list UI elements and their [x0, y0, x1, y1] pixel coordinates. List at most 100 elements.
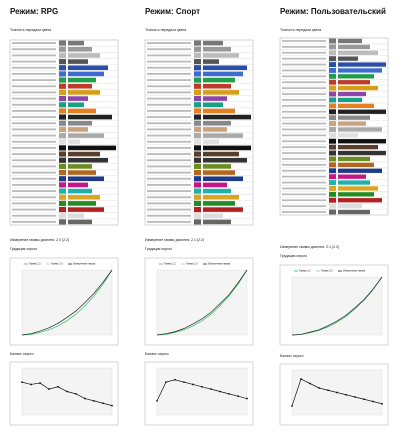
bar — [68, 164, 92, 169]
row-text — [12, 208, 56, 211]
bar — [68, 207, 104, 212]
balance-point — [66, 390, 68, 393]
swatch — [59, 65, 66, 71]
swatch — [59, 139, 66, 145]
swatch — [194, 96, 201, 102]
panel-title: Режим: Пользовательский — [280, 7, 386, 16]
balance-point — [318, 387, 320, 389]
balance-point — [300, 378, 302, 380]
swatch — [194, 52, 201, 58]
row-text — [282, 211, 326, 213]
row-text — [282, 40, 326, 42]
bar — [203, 213, 223, 219]
row-text — [12, 140, 56, 143]
bar — [203, 65, 247, 71]
bar — [203, 40, 223, 46]
balance-point — [30, 383, 32, 386]
balance-point — [363, 398, 365, 401]
bar — [338, 180, 370, 185]
swatch — [194, 182, 201, 188]
bar — [68, 77, 96, 83]
gamma-subtitle: Градация серого — [10, 247, 37, 251]
row-text — [147, 171, 191, 174]
row-text — [147, 190, 191, 193]
bar — [203, 102, 223, 108]
bar — [203, 176, 243, 182]
swatch — [59, 102, 66, 108]
swatch — [194, 219, 201, 225]
bar — [203, 188, 231, 194]
gamma-line — [21, 269, 113, 336]
row-text — [282, 152, 326, 154]
table-title: Точность передачи цвета — [280, 28, 321, 32]
bar — [68, 219, 92, 225]
swatch — [194, 133, 201, 139]
gamma-title: Измерение гаммы дисплея: 2.1 (2.2) — [280, 245, 339, 249]
row-text — [147, 54, 191, 57]
bar — [68, 170, 96, 175]
row-text — [147, 116, 191, 119]
bar — [203, 108, 235, 114]
swatch — [194, 151, 201, 157]
swatch — [329, 103, 336, 109]
row-text — [147, 220, 191, 223]
swatch — [329, 38, 336, 44]
swatch — [329, 127, 336, 132]
swatch — [194, 213, 201, 219]
swatch — [59, 120, 66, 126]
swatch — [329, 62, 336, 67]
bar — [203, 133, 243, 138]
row-text — [12, 54, 56, 57]
swatch — [194, 40, 201, 46]
swatch — [59, 170, 66, 176]
bar — [68, 213, 84, 219]
balance-point — [210, 388, 212, 391]
swatch — [194, 89, 201, 95]
swatch — [194, 65, 201, 71]
swatch — [194, 200, 201, 206]
swatch — [329, 85, 336, 91]
bar — [338, 50, 378, 55]
balance-point — [381, 402, 383, 405]
row-text — [282, 134, 326, 137]
swatch — [59, 114, 66, 120]
row-text — [12, 183, 56, 186]
bar — [68, 90, 100, 95]
bar — [68, 145, 116, 151]
bar — [338, 97, 362, 103]
bar — [203, 151, 239, 157]
bar — [338, 127, 382, 132]
row-text — [282, 140, 326, 143]
legend-label: Измеренная гамма — [343, 270, 366, 273]
bar — [203, 114, 251, 120]
row-text — [12, 91, 56, 94]
row-text — [147, 165, 191, 168]
balance-point — [183, 381, 185, 383]
swatch — [59, 46, 66, 52]
swatch — [194, 170, 201, 176]
bar — [68, 176, 104, 182]
row-text — [12, 165, 56, 168]
row-text — [147, 97, 191, 100]
panel-title: Режим: Спорт — [145, 7, 200, 16]
row-text — [282, 146, 326, 149]
swatch — [194, 157, 201, 163]
swatch — [59, 71, 66, 77]
bar — [68, 83, 92, 89]
swatch — [194, 126, 201, 132]
bar — [338, 192, 374, 197]
legend-label: Гамма 2.0 — [321, 270, 333, 273]
bar — [68, 53, 100, 58]
bar — [203, 59, 219, 64]
row-text — [282, 104, 326, 107]
bar — [338, 204, 362, 209]
bar — [68, 120, 92, 126]
bar — [203, 157, 247, 163]
row-text — [282, 187, 326, 190]
row-text — [147, 85, 191, 88]
swatch — [194, 163, 201, 169]
balance-point — [111, 404, 113, 407]
row-text — [12, 134, 56, 137]
swatch — [329, 91, 336, 97]
